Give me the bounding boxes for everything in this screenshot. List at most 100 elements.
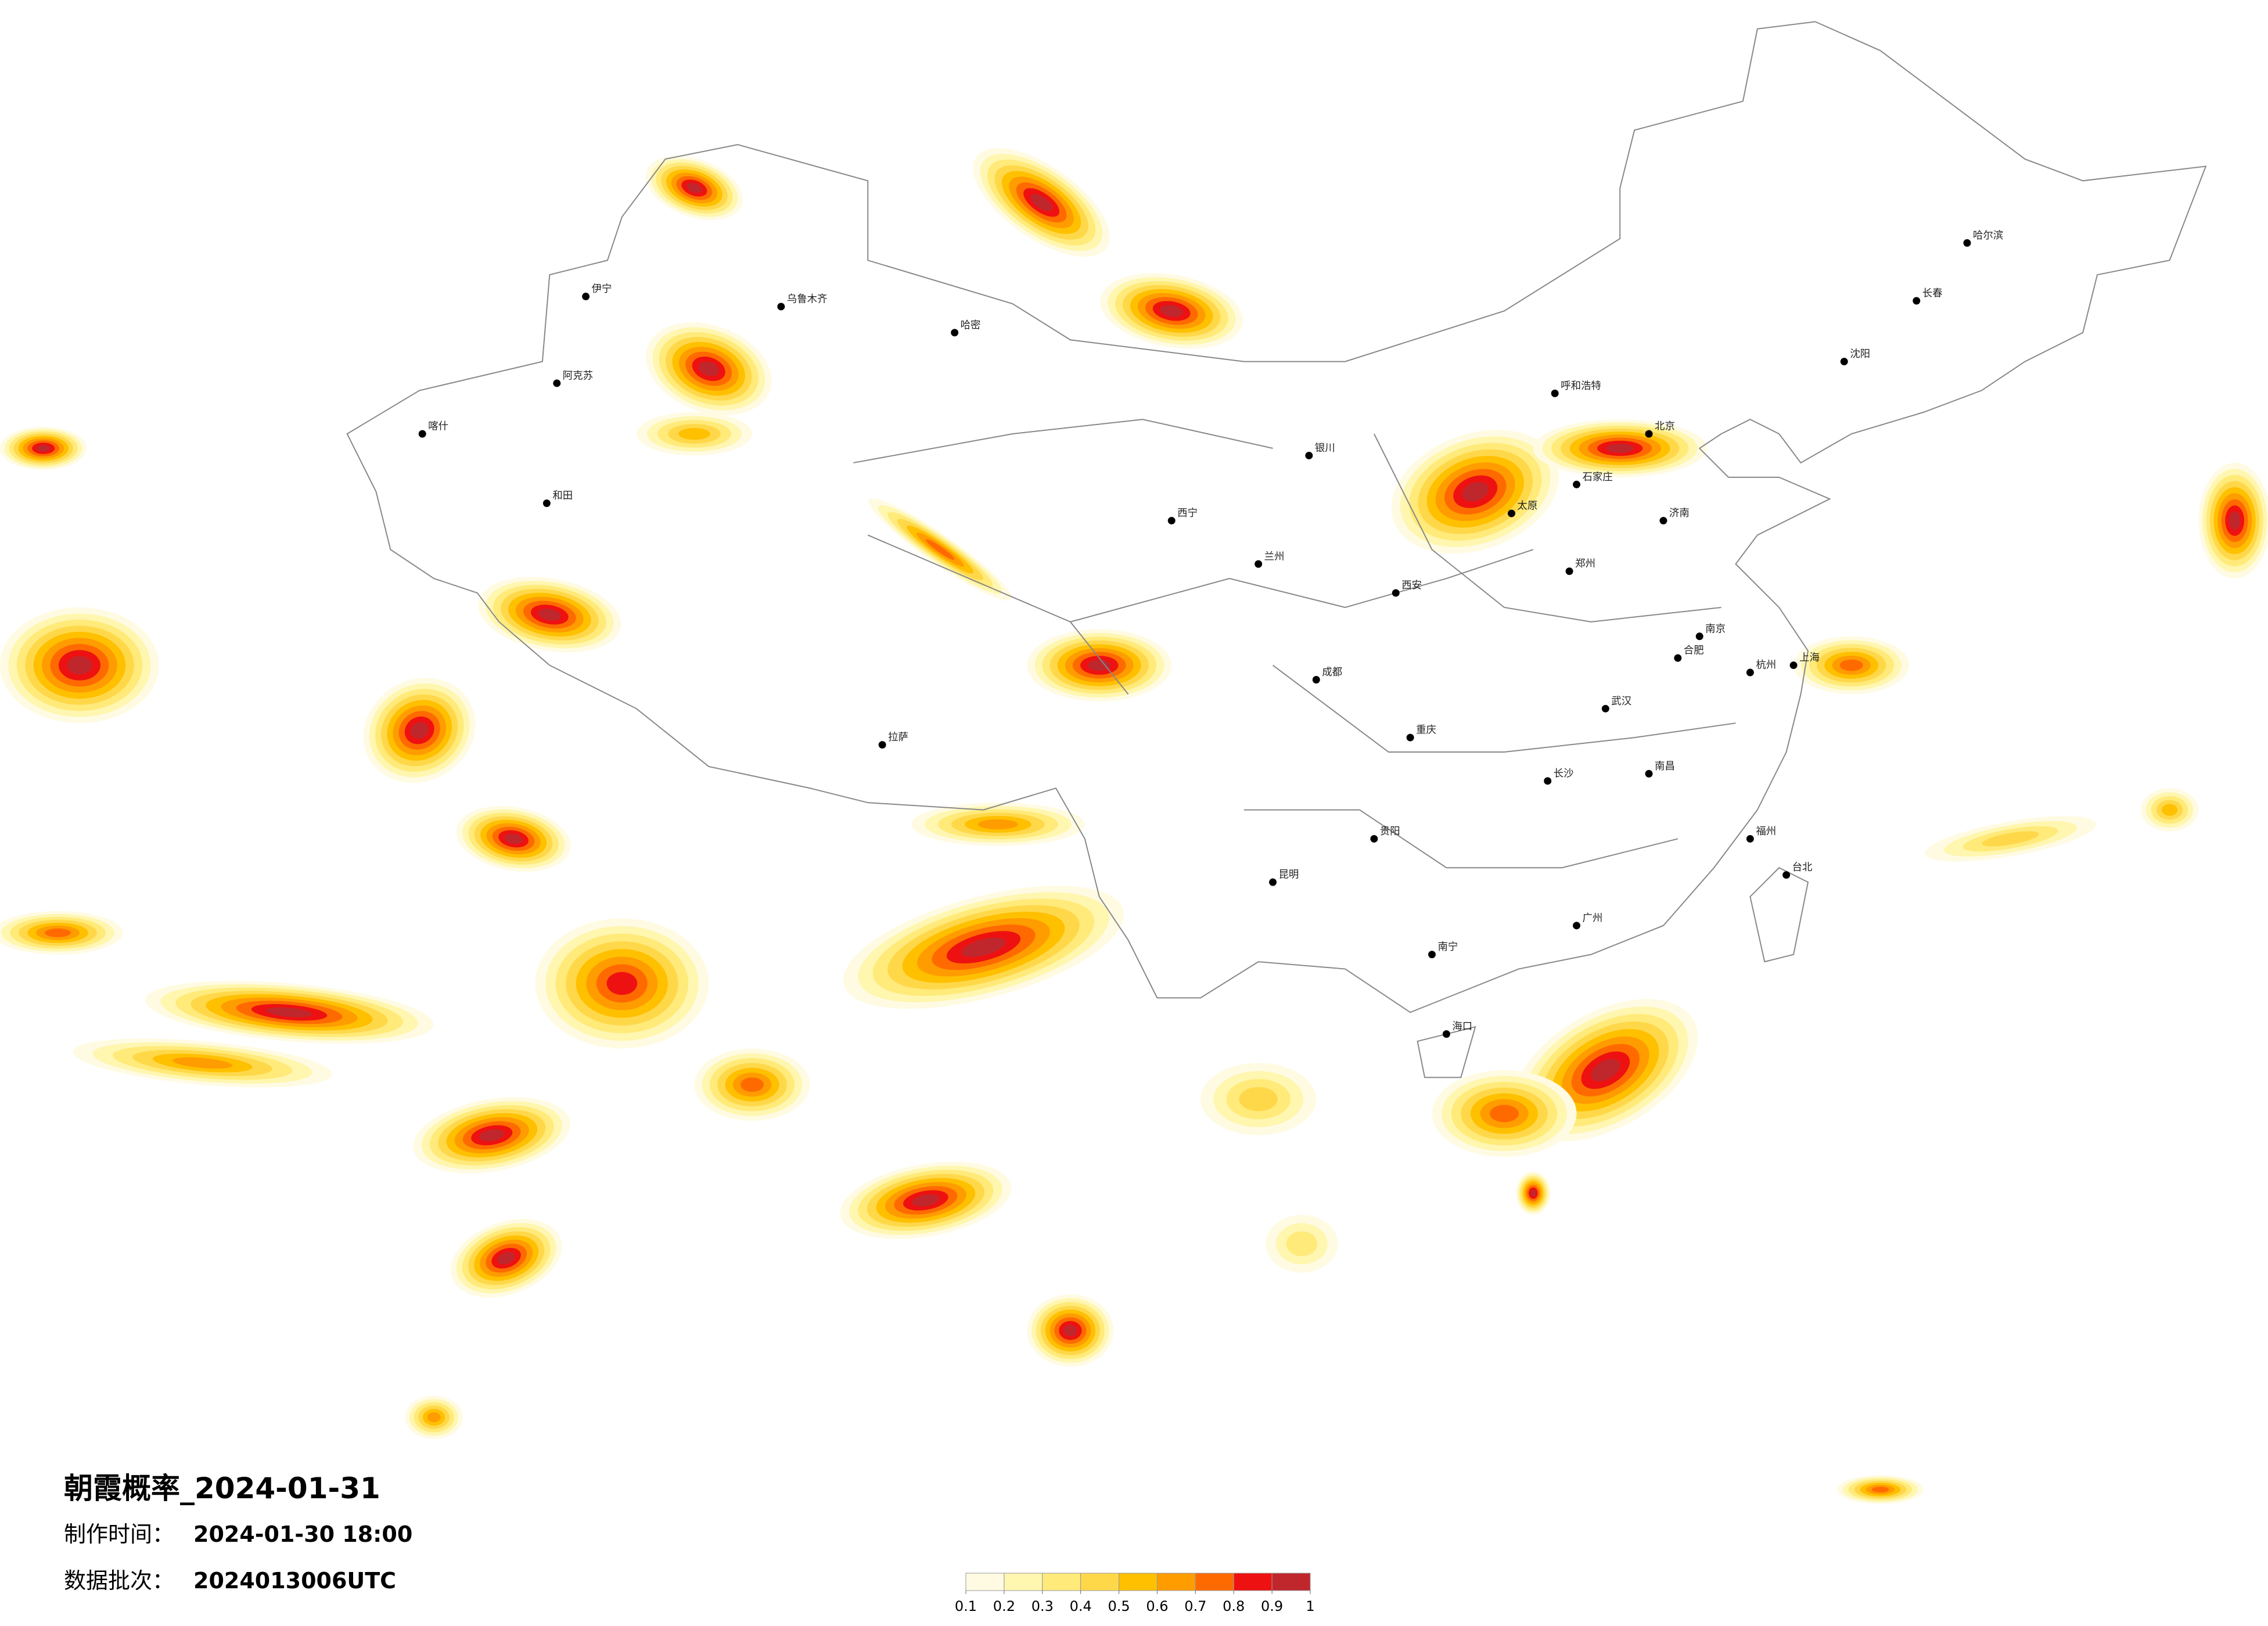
- city-dot: [1442, 1030, 1450, 1038]
- city-dot: [418, 430, 426, 438]
- city-label: 武汉: [1611, 696, 1631, 707]
- city-dot: [1255, 560, 1263, 568]
- probability-patch: [741, 1077, 764, 1092]
- probability-patch: [2229, 511, 2241, 530]
- city-dot: [1406, 733, 1414, 742]
- colorbar-tick-label: 0.6: [1146, 1598, 1168, 1614]
- city-dot: [1645, 769, 1653, 778]
- city-label: 兰州: [1264, 551, 1285, 563]
- colorbar-tick-label: 0.8: [1223, 1598, 1245, 1614]
- batch-value: 2024013006UTC: [193, 1568, 396, 1593]
- colorbar-tick-label: 0.2: [993, 1598, 1015, 1614]
- city-dot: [1840, 358, 1848, 366]
- colorbar-box: [1195, 1573, 1234, 1591]
- city-dot: [777, 303, 785, 311]
- city-dot: [878, 741, 886, 749]
- city-label: 乌鲁木齐: [787, 293, 828, 305]
- colorbar-box: [1080, 1573, 1120, 1591]
- probability-patch: [1606, 444, 1634, 453]
- probability-patch: [678, 427, 710, 440]
- city-dot: [1573, 922, 1581, 930]
- city-label: 福州: [1756, 826, 1776, 837]
- city-dot: [1746, 834, 1754, 843]
- probability-patch: [1239, 1087, 1278, 1111]
- city-label: 拉萨: [888, 732, 908, 743]
- colorbar: 0.1 0.2 0.3 0.4 0.5 0.6 0.7 0.8 0.9 1: [955, 1573, 1315, 1614]
- city-label: 西宁: [1177, 508, 1198, 519]
- province-borders: [853, 419, 1736, 869]
- probability-patch: [1839, 659, 1863, 671]
- city-dot: [553, 379, 561, 387]
- city-label: 海口: [1452, 1021, 1472, 1033]
- city-dot: [1601, 704, 1609, 713]
- probability-patch: [686, 182, 702, 193]
- probability-patch: [504, 833, 523, 844]
- city-label: 南昌: [1655, 761, 1675, 772]
- probability-patch: [479, 1129, 505, 1142]
- city-label: 郑州: [1575, 558, 1595, 570]
- city-dot: [1370, 834, 1378, 843]
- city-label: 沈阳: [1850, 348, 1870, 360]
- city-dot: [1551, 389, 1559, 397]
- probability-patch: [1030, 193, 1052, 211]
- city-label: 上海: [1799, 652, 1820, 664]
- probability-patch: [1871, 1487, 1889, 1493]
- city-dot: [1269, 878, 1277, 886]
- probability-patch: [1490, 1105, 1519, 1123]
- colorbar-box: [1271, 1573, 1311, 1591]
- probability-patch: [1088, 659, 1111, 671]
- city-label: 喀什: [428, 421, 448, 433]
- probability-patch: [36, 445, 51, 452]
- colorbar-tick-label: 0.9: [1261, 1598, 1283, 1614]
- city-dot: [1695, 632, 1703, 641]
- city-dot: [1659, 517, 1667, 525]
- china-border: [346, 21, 2207, 1013]
- city-dot: [1573, 480, 1581, 488]
- probability-patch: [266, 1007, 312, 1017]
- made-time-value: 2024-01-30 18:00: [193, 1521, 412, 1547]
- city-label: 贵阳: [1380, 826, 1400, 837]
- city-label: 长春: [1922, 288, 1943, 300]
- probability-patch: [699, 361, 719, 376]
- probability-patch: [1063, 1325, 1077, 1336]
- city-dot: [1565, 567, 1573, 575]
- city-dot: [1789, 661, 1798, 670]
- colorbar-box: [1156, 1573, 1196, 1591]
- colorbar-box: [1004, 1573, 1043, 1591]
- city-label: 杭州: [1756, 660, 1776, 671]
- city-label: 银川: [1315, 443, 1335, 454]
- city-label: 伊宁: [592, 283, 612, 295]
- colorbar-tick-label: 0.5: [1108, 1598, 1130, 1614]
- city-label: 石家庄: [1582, 472, 1612, 483]
- city-label: 哈尔滨: [1973, 230, 2003, 242]
- probability-patch: [961, 937, 1006, 957]
- probability-patch: [912, 1194, 940, 1207]
- probability-patch: [45, 928, 71, 937]
- city-label: 南京: [1705, 623, 1726, 635]
- colorbar-tick-label: 0.3: [1031, 1598, 1054, 1614]
- probability-patch: [1160, 305, 1183, 317]
- city-dot: [1913, 297, 1921, 305]
- colorbar-tick-label: 1: [1306, 1598, 1314, 1614]
- city-label: 长沙: [1554, 768, 1574, 779]
- city-dot: [1674, 654, 1682, 662]
- probability-patch: [1462, 481, 1489, 502]
- city-label: 和田: [552, 490, 573, 502]
- probability-patch: [1591, 1059, 1620, 1082]
- probability-patch: [977, 819, 1018, 830]
- city-label: 成都: [1322, 667, 1342, 678]
- city-label: 太原: [1517, 501, 1537, 512]
- probability-patch: [926, 539, 955, 560]
- city-dot: [582, 293, 590, 301]
- city-label: 台北: [1792, 862, 1813, 873]
- borders: [346, 21, 2207, 1078]
- city-label: 呼和浩特: [1561, 380, 1601, 392]
- colorbar-tick-label: 0.7: [1184, 1598, 1206, 1614]
- city-dot: [1746, 668, 1754, 677]
- batch-label: 数据批次：: [64, 1568, 174, 1593]
- city-label: 济南: [1669, 508, 1690, 519]
- hainan-border: [1417, 1026, 1476, 1078]
- taiwan-border: [1749, 867, 1809, 963]
